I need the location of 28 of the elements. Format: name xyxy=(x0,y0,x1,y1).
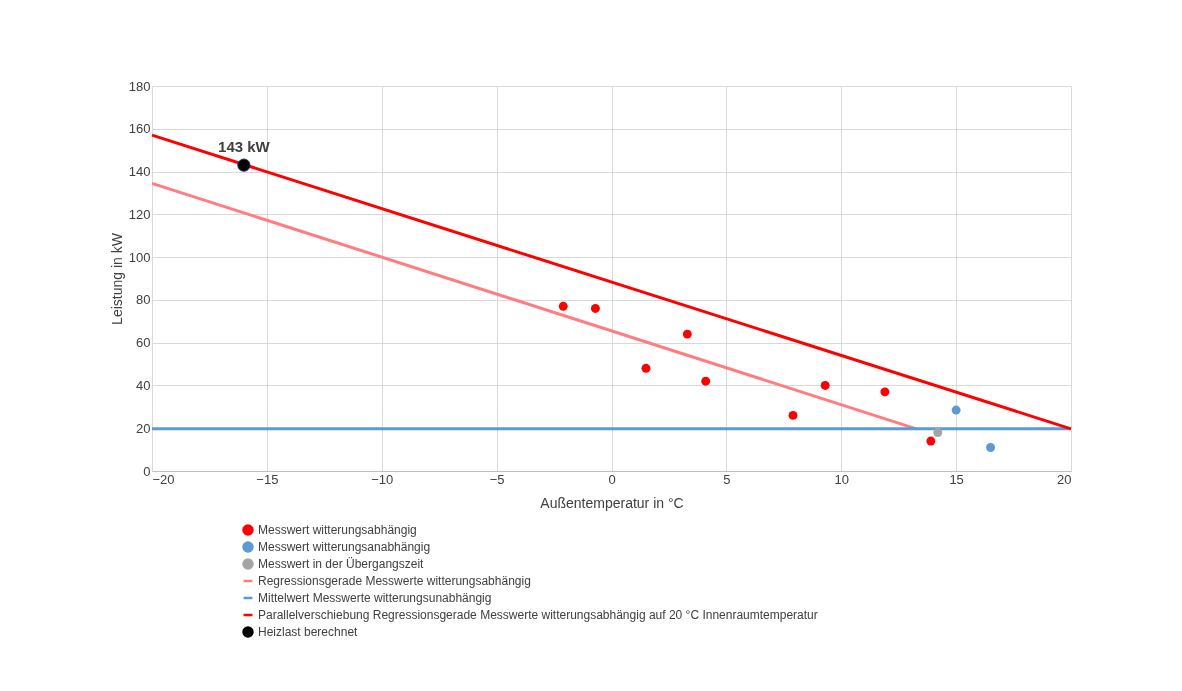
y-tick-label: 80 xyxy=(136,292,151,308)
legend-label: Messwert witterungsabhängig xyxy=(258,523,417,537)
x-tick-label: −10 xyxy=(371,471,394,487)
x-tick-label: 15 xyxy=(949,471,964,487)
x-tick-label: 5 xyxy=(723,471,731,487)
y-tick-label: 180 xyxy=(128,78,151,94)
x-tick-label: 10 xyxy=(834,471,849,487)
y-tick-label: 40 xyxy=(136,377,151,393)
legend-label: Parallelverschiebung Regressionsgerade Messwerte witterungsabhängig auf 20 °C Innenraumtemperatur xyxy=(258,608,818,622)
y-tick-label: 140 xyxy=(128,164,151,180)
x-tick-label: 20 xyxy=(1057,471,1072,487)
legend-label: Heizlast berechnet xyxy=(258,625,359,639)
x-axis-title: Außentemperatur in °C xyxy=(540,494,684,511)
x-tick-label: −15 xyxy=(256,471,279,487)
y-tick-label: 160 xyxy=(128,121,151,137)
x-tick-label: 0 xyxy=(608,471,616,487)
legend-label: Messwert in der Übergangszeit xyxy=(258,557,425,571)
x-tick-label: −20 xyxy=(152,471,175,487)
y-tick-label: 120 xyxy=(128,206,151,222)
legend-label: Regressionsgerade Messwerte witterungsabhängig xyxy=(258,574,531,588)
y-tick-label: 100 xyxy=(128,249,151,265)
x-tick-label: −5 xyxy=(489,471,505,487)
y-tick-label: 20 xyxy=(136,420,151,436)
legend-label: Mittelwert Messwerte witterungsunabhängig xyxy=(258,591,492,605)
y-axis-title: Leistung in kW xyxy=(108,232,125,325)
legend-label: Messwert witterungsanabhängig xyxy=(258,540,431,554)
y-tick-label: 60 xyxy=(136,335,151,351)
annotation: 143 kW xyxy=(218,138,271,156)
